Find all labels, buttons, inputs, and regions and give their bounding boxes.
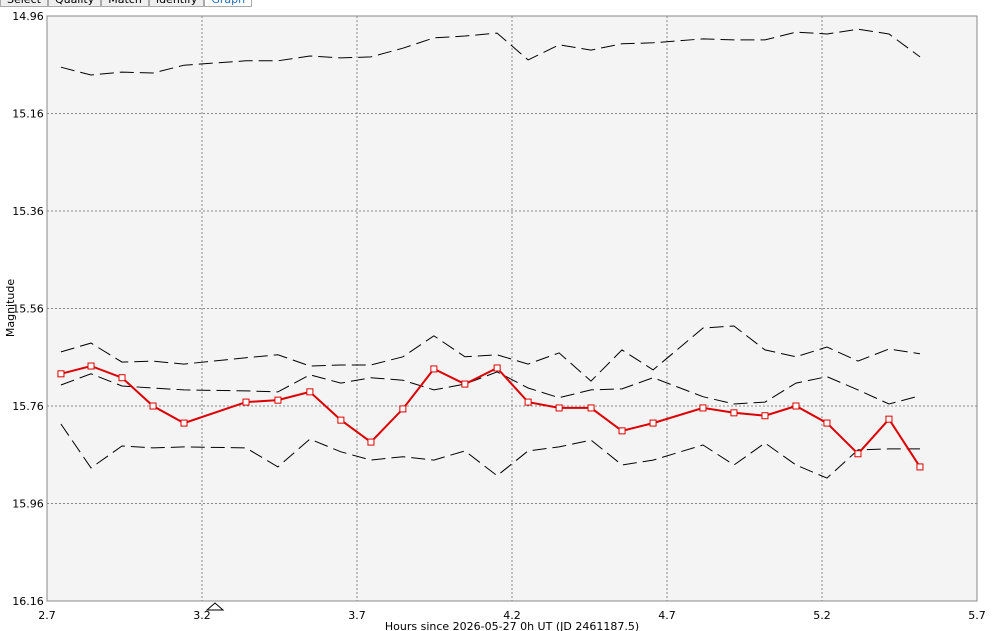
y-tick-label: 15.76 <box>12 400 44 413</box>
comparison-line <box>60 28 921 76</box>
y-tick-label: 15.36 <box>12 205 44 218</box>
data-point <box>699 404 707 412</box>
y-tick-label: 15.16 <box>12 108 44 121</box>
data-point <box>854 450 862 458</box>
data-point <box>399 405 407 413</box>
data-point <box>649 419 657 427</box>
data-point <box>337 416 345 424</box>
comparison-line <box>60 371 921 405</box>
y-axis-label: Magnitude <box>4 279 17 338</box>
data-point <box>524 398 532 406</box>
data-point <box>618 427 626 435</box>
tab[interactable]: Select <box>0 0 48 7</box>
data-point <box>306 388 314 396</box>
x-tick-label: 3.7 <box>348 609 366 622</box>
tab[interactable]: Match <box>101 0 149 7</box>
x-tick-label: 4.2 <box>503 609 521 622</box>
data-point <box>730 409 738 417</box>
data-point <box>587 404 595 412</box>
tab[interactable]: Identify <box>148 0 205 7</box>
data-point <box>885 415 893 423</box>
tab-bar: SelectQualityMatchIdentifyGraph <box>0 0 253 7</box>
time-marker <box>205 602 225 611</box>
comparison-line <box>60 423 920 479</box>
data-point <box>761 412 769 420</box>
data-point <box>555 404 563 412</box>
x-tick-label: 3.2 <box>193 609 211 622</box>
data-point <box>57 370 65 378</box>
x-tick-label: 5.7 <box>968 609 986 622</box>
x-tick-label: 4.7 <box>658 609 676 622</box>
y-tick-label: 14.96 <box>12 10 44 23</box>
y-tick-label: 15.56 <box>12 303 44 316</box>
tab[interactable]: Quality <box>47 0 102 7</box>
x-tick-label: 2.7 <box>38 609 56 622</box>
data-point <box>149 402 157 410</box>
data-point <box>823 419 831 427</box>
data-point <box>461 380 469 388</box>
x-tick-label: 5.2 <box>813 609 831 622</box>
x-axis-label: Hours since 2026-05-27 0h UT (JD 2461187… <box>385 620 639 631</box>
y-tick-label: 16.16 <box>12 595 44 608</box>
data-point <box>242 398 250 406</box>
data-point <box>916 463 924 471</box>
data-point <box>180 419 188 427</box>
data-point <box>274 396 282 404</box>
data-point <box>367 438 375 446</box>
data-point <box>87 362 95 370</box>
data-point <box>792 402 800 410</box>
tab[interactable]: Graph <box>204 0 253 7</box>
data-point <box>430 365 438 373</box>
comparison-line <box>60 325 921 382</box>
data-point <box>493 364 501 372</box>
y-tick-label: 15.96 <box>12 498 44 511</box>
data-point <box>118 374 126 382</box>
